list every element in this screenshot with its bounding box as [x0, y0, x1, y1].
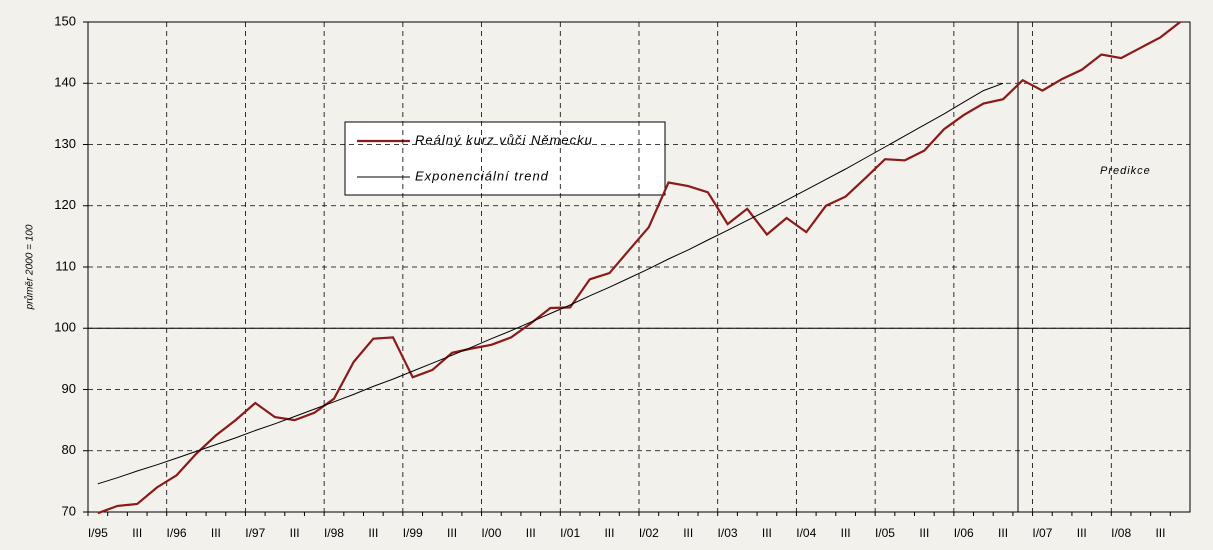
y-tick-label: 120 [54, 197, 76, 212]
x-tick-label: III [368, 526, 378, 540]
x-tick-label: I/08 [1111, 526, 1131, 540]
x-tick-label: III [132, 526, 142, 540]
x-tick-label: III [211, 526, 221, 540]
x-tick-label: III [447, 526, 457, 540]
x-tick-label: I/98 [324, 526, 344, 540]
x-tick-label: I/99 [403, 526, 423, 540]
x-tick-label: III [604, 526, 614, 540]
x-tick-label: I/97 [245, 526, 265, 540]
x-tick-label: I/01 [560, 526, 580, 540]
legend-box [344, 121, 666, 196]
y-tick-label: 90 [62, 381, 76, 396]
x-tick-label: I/06 [954, 526, 974, 540]
series-line [97, 82, 1004, 485]
x-tick-label: I/04 [796, 526, 816, 540]
x-tick-label: III [1077, 526, 1087, 540]
x-tick-label: I/00 [481, 526, 501, 540]
x-tick-label: III [1155, 526, 1165, 540]
y-tick-label: 150 [54, 13, 76, 28]
y-tick-label: 70 [62, 503, 76, 518]
x-tick-label: III [290, 526, 300, 540]
y-tick-label: 140 [54, 75, 76, 90]
x-tick-label: III [919, 526, 929, 540]
y-tick-label: 130 [54, 136, 76, 151]
y-tick-label: 110 [55, 258, 76, 273]
x-tick-label: III [526, 526, 536, 540]
x-tick-label: I/95 [88, 526, 108, 540]
x-tick-label: III [762, 526, 772, 540]
x-tick-label: III [683, 526, 693, 540]
series-line [97, 21, 1181, 515]
x-tick-label: III [841, 526, 851, 540]
y-axis-label: průměr 2000 = 100 [24, 224, 36, 310]
x-tick-label: III [998, 526, 1008, 540]
legend-label: Reálný kurz vůči Německu [415, 132, 593, 147]
x-tick-label: I/96 [167, 526, 187, 540]
y-tick-label: 100 [54, 320, 76, 335]
x-tick-label: I/07 [1032, 526, 1052, 540]
annotation: Predikce [1100, 165, 1151, 177]
y-tick-label: 80 [62, 442, 76, 457]
x-tick-label: I/02 [639, 526, 659, 540]
x-tick-label: I/03 [718, 526, 738, 540]
x-tick-label: I/05 [875, 526, 895, 540]
